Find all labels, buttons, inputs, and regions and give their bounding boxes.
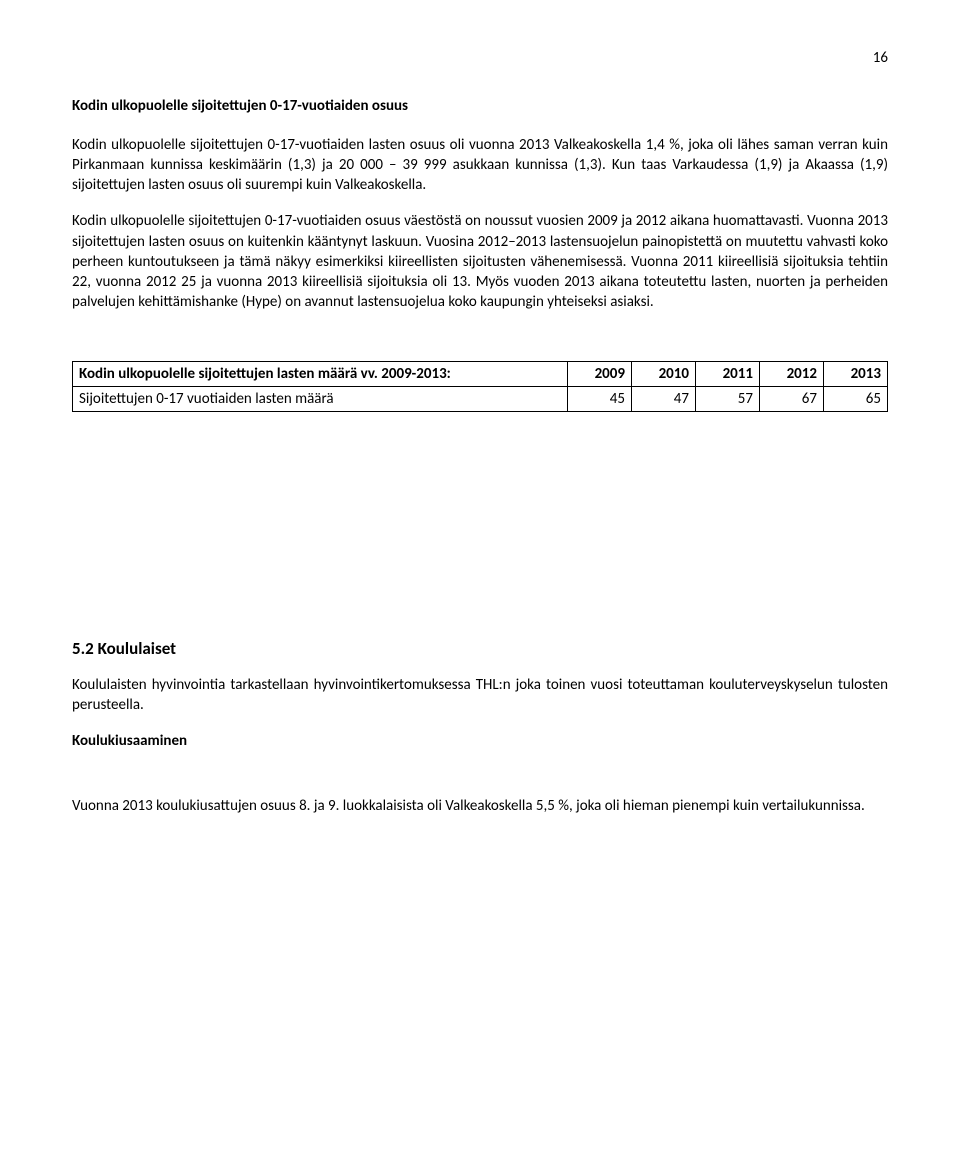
table-header-row: Kodin ulkopuolelle sijoitettujen lasten …	[73, 361, 888, 386]
table-value-4: 65	[824, 386, 888, 411]
table-header-label: Kodin ulkopuolelle sijoitettujen lasten …	[73, 361, 568, 386]
table-value-2: 57	[696, 386, 760, 411]
table-value-0: 45	[568, 386, 632, 411]
table-row-label: Sijoitettujen 0-17 vuotiaiden lasten mää…	[73, 386, 568, 411]
section1-paragraph-1: Kodin ulkopuolelle sijoitettujen 0-17-vu…	[72, 135, 888, 196]
table-value-3: 67	[760, 386, 824, 411]
section1-title: Kodin ulkopuolelle sijoitettujen 0-17-vu…	[72, 96, 888, 116]
section2-title: 5.2 Koululaiset	[72, 638, 888, 661]
table-year-1: 2010	[632, 361, 696, 386]
page-number: 16	[72, 48, 888, 68]
section1-paragraph-2: Kodin ulkopuolelle sijoitettujen 0-17-vu…	[72, 211, 888, 312]
table-row: Sijoitettujen 0-17 vuotiaiden lasten mää…	[73, 386, 888, 411]
placements-table: Kodin ulkopuolelle sijoitettujen lasten …	[72, 361, 888, 413]
section2-paragraph-1: Koululaisten hyvinvointia tarkastellaan …	[72, 675, 888, 716]
table-year-4: 2013	[824, 361, 888, 386]
table-year-0: 2009	[568, 361, 632, 386]
section3-paragraph-1: Vuonna 2013 koulukiusattujen osuus 8. ja…	[72, 796, 888, 816]
table-year-3: 2012	[760, 361, 824, 386]
section3-title: Koulukiusaaminen	[72, 731, 888, 751]
table-year-2: 2011	[696, 361, 760, 386]
table-value-1: 47	[632, 386, 696, 411]
